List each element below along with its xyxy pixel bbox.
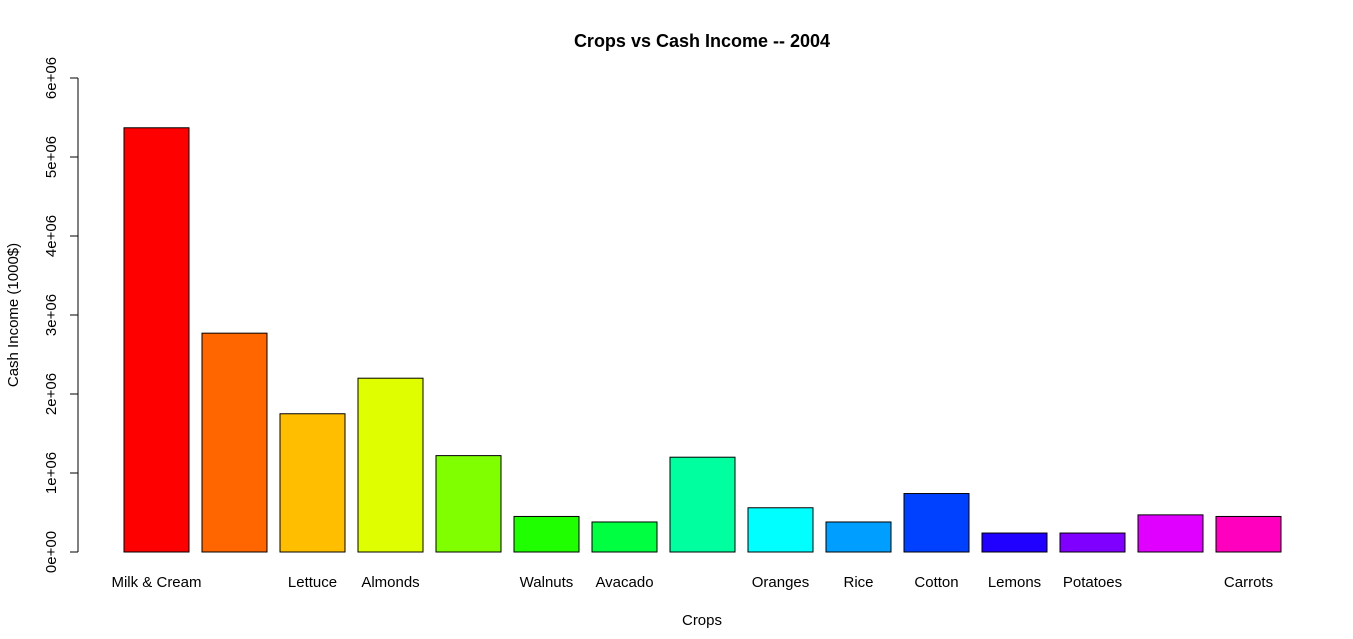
y-ticks: 0e+00 1e+06 2e+06 3e+06 4e+06 5e+06 6e+06 bbox=[43, 57, 78, 573]
y-tick-label: 6e+06 bbox=[43, 57, 60, 99]
x-tick-label: Carrots bbox=[1224, 574, 1273, 591]
bar bbox=[669, 456, 736, 553]
bar bbox=[903, 493, 970, 553]
bar bbox=[1215, 515, 1282, 553]
chart-title: Crops vs Cash Income -- 2004 bbox=[574, 31, 830, 51]
x-tick-label: Almonds bbox=[361, 574, 419, 591]
x-tick-label: Walnuts bbox=[520, 574, 574, 591]
bar bbox=[357, 377, 424, 553]
y-tick-label: 3e+06 bbox=[43, 294, 60, 336]
bar bbox=[981, 532, 1048, 553]
bar bbox=[279, 413, 346, 553]
bar bbox=[591, 521, 658, 553]
x-tick-label: Potatoes bbox=[1063, 574, 1122, 591]
x-tick-label: Lettuce bbox=[288, 574, 337, 591]
x-tick-label: Oranges bbox=[752, 574, 810, 591]
bar bbox=[123, 127, 190, 553]
x-tick-labels: Milk & Cream Lettuce Almonds Walnuts Avacado… bbox=[111, 574, 1273, 591]
y-tick-label: 4e+06 bbox=[43, 215, 60, 257]
x-tick-label: Rice bbox=[843, 574, 873, 591]
y-tick-label: 2e+06 bbox=[43, 373, 60, 415]
x-tick-label: Cotton bbox=[914, 574, 958, 591]
bar bbox=[513, 515, 580, 553]
x-tick-label: Milk & Cream bbox=[111, 574, 201, 591]
bar bbox=[747, 507, 814, 553]
bar bbox=[1137, 514, 1204, 553]
x-tick-label: Avacado bbox=[595, 574, 653, 591]
bar bbox=[201, 332, 268, 553]
x-tick-label: Lemons bbox=[988, 574, 1041, 591]
bar bbox=[435, 455, 502, 553]
y-axis-label: Cash Income (1000$) bbox=[5, 243, 22, 387]
x-axis-label: Crops bbox=[682, 612, 722, 629]
y-tick-label: 5e+06 bbox=[43, 136, 60, 178]
bars bbox=[123, 127, 1282, 553]
y-tick-label: 0e+00 bbox=[43, 531, 60, 573]
bar bbox=[1059, 532, 1126, 553]
bar bbox=[825, 521, 892, 553]
y-tick-label: 1e+06 bbox=[43, 452, 60, 494]
